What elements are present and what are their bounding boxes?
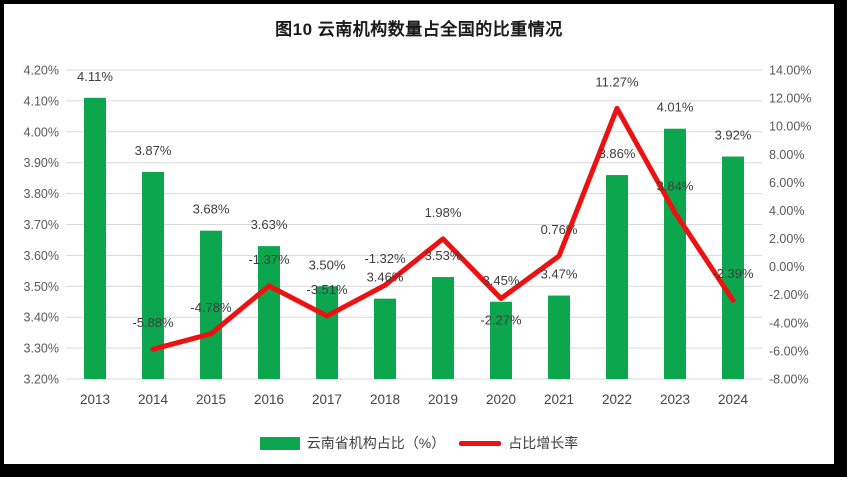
x-axis-label-2024: 2024	[718, 392, 749, 407]
line-series-label: 占比增长率	[508, 435, 579, 451]
bar-label-2024: 3.92%	[715, 128, 752, 143]
legend-item-bar: 云南省机构占比（%）	[259, 433, 446, 453]
bar-2013	[84, 97, 106, 379]
bar-label-2021: 3.47%	[541, 267, 578, 282]
left-axis-tick: 3.20%	[24, 373, 59, 387]
line-series-swatch	[459, 440, 502, 446]
bar-2014	[142, 171, 164, 379]
bar-2022	[606, 175, 628, 379]
bar-2023	[664, 128, 686, 379]
x-axis-label-2023: 2023	[660, 392, 690, 407]
left-axis-tick: 4.20%	[24, 64, 59, 78]
left-axis-tick: 3.40%	[24, 311, 59, 325]
left-axis-tick: 4.10%	[24, 94, 59, 108]
left-axis-tick: 3.30%	[24, 342, 59, 356]
line-label-2015: -4.78%	[190, 300, 232, 315]
bar-label-2018: 3.46%	[367, 270, 404, 285]
line-label-2018: -1.32%	[364, 251, 406, 266]
chart-title: 图10 云南机构数量占全国的比重情况	[275, 20, 563, 39]
growth-rate-line	[150, 105, 736, 352]
right-axis-tick: -4.00%	[769, 316, 809, 330]
right-axis-tick: 8.00%	[769, 148, 804, 162]
bar-series-label: 云南省机构占比（%）	[306, 435, 446, 451]
bar-2020	[490, 301, 512, 379]
left-axis-tick: 3.90%	[24, 156, 59, 170]
bar-2017	[316, 286, 338, 379]
right-axis-tick: 14.00%	[769, 64, 811, 78]
legend: 云南省机构占比（%） 占比增长率	[4, 433, 834, 453]
right-axis-tick: 12.00%	[769, 92, 811, 106]
line-label-2023: 3.84%	[657, 179, 694, 194]
x-axis-label-2013: 2013	[80, 392, 110, 407]
line-label-2024: -2.39%	[712, 266, 754, 281]
right-axis-tick: 0.00%	[769, 260, 804, 274]
x-axis-label-2017: 2017	[312, 392, 342, 407]
bar-label-2022: 3.86%	[599, 146, 636, 161]
x-axis-label-2022: 2022	[602, 392, 632, 407]
x-axis-label-2016: 2016	[254, 392, 284, 407]
x-axis-label-2020: 2020	[486, 392, 516, 407]
bar-label-2020: 3.45%	[483, 273, 520, 288]
bar-2018	[374, 298, 396, 379]
right-axis-tick: 4.00%	[769, 204, 804, 218]
bar-series-swatch	[259, 436, 300, 450]
line-label-2021: 0.76%	[541, 222, 578, 237]
line-label-2019: 1.98%	[425, 205, 462, 220]
left-axis-tick: 3.60%	[24, 249, 59, 263]
left-axis-tick: 3.70%	[24, 218, 59, 232]
line-label-2017: -3.51%	[306, 282, 348, 297]
right-axis-tick: -2.00%	[769, 288, 809, 302]
x-axis-label-2021: 2021	[544, 392, 574, 407]
bar-2024	[722, 156, 744, 379]
bar-2016	[258, 246, 280, 379]
right-axis-tick: 6.00%	[769, 176, 804, 190]
right-axis-tick: -6.00%	[769, 344, 809, 358]
line-label-2020: -2.27%	[480, 313, 522, 328]
bar-2015	[200, 230, 222, 379]
left-axis-tick: 3.50%	[24, 280, 59, 294]
bar-label-2023: 4.01%	[657, 100, 694, 115]
bar-label-2014: 3.87%	[135, 143, 172, 158]
line-label-2022: 11.27%	[595, 74, 639, 89]
right-axis-tick: 2.00%	[769, 232, 804, 246]
line-label-2014: -5.88%	[132, 315, 174, 330]
bar-label-2015: 3.68%	[193, 202, 230, 217]
line-label-2016: -1.37%	[248, 252, 290, 267]
combo-chart: 4.20% 4.10% 4.00% 3.90% 3.80% 3.70% 3.60% 3.50%…	[24, 64, 812, 408]
bar-label-2019: 3.53%	[425, 248, 462, 263]
x-axis-label-2018: 2018	[370, 392, 400, 407]
left-axis-tick: 3.80%	[24, 187, 59, 201]
bar-2019	[432, 277, 454, 379]
bar-2021	[548, 295, 570, 379]
bar-label-2013: 4.11%	[77, 69, 113, 84]
bar-label-2016: 3.63%	[251, 217, 288, 232]
x-axis-label-2015: 2015	[196, 392, 226, 407]
right-axis-tick: -8.00%	[769, 373, 809, 387]
x-axis-label-2014: 2014	[138, 392, 169, 407]
right-axis-tick: 10.00%	[769, 120, 811, 134]
bar-label-2017: 3.50%	[309, 257, 346, 272]
legend-item-line: 占比增长率	[459, 433, 578, 453]
left-axis-tick: 4.00%	[24, 125, 59, 139]
x-axis-label-2019: 2019	[428, 392, 458, 407]
